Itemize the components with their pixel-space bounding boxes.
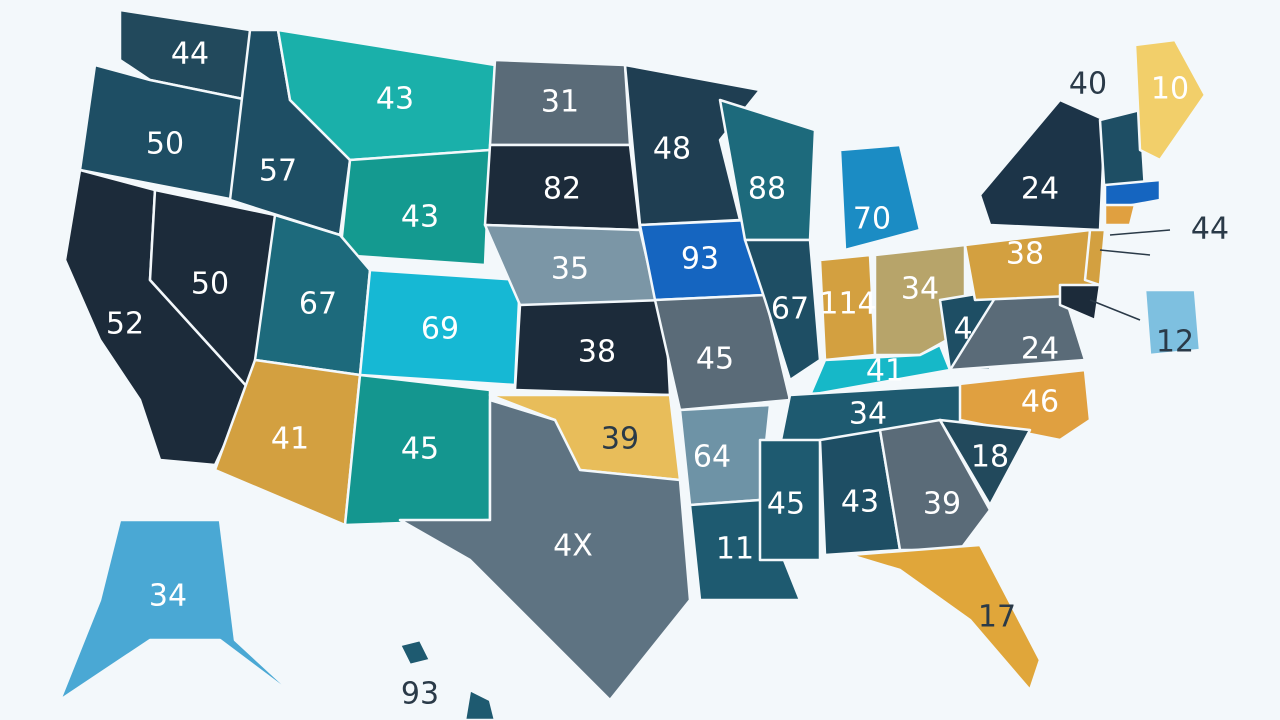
labels: 44 50 52 50 57 43 43 67 69 41 45 31 82 3… — [106, 37, 1229, 712]
region-label: 69 — [421, 312, 459, 347]
region-label: 4X — [553, 529, 593, 564]
hi-2 — [463, 688, 497, 720]
region-label: 67 — [299, 287, 337, 322]
callout-label: 44 — [1191, 212, 1229, 247]
region-label: 24 — [1021, 332, 1059, 367]
region-label: 10 — [1151, 72, 1189, 107]
region-label: 38 — [578, 335, 616, 370]
ct — [1103, 203, 1137, 227]
region-label: 4 — [953, 312, 972, 347]
mi — [838, 143, 922, 252]
region-label: 44 — [171, 37, 209, 72]
region-label: 50 — [191, 267, 229, 302]
callout-box — [1143, 288, 1202, 357]
region-label: 46 — [1021, 385, 1059, 420]
callout-line — [1099, 249, 1151, 256]
region-label: 11 — [716, 532, 754, 567]
hi — [398, 638, 432, 667]
region-label: 35 — [551, 252, 589, 287]
callout-line — [1089, 299, 1141, 321]
il — [743, 238, 822, 382]
region-label: 41 — [866, 354, 904, 389]
region-label: 82 — [543, 172, 581, 207]
region-label: 45 — [401, 432, 439, 467]
region-label: 40 — [1069, 67, 1107, 102]
region-label: 38 — [1006, 237, 1044, 272]
region-label: 31 — [541, 85, 579, 120]
region-label: 43 — [841, 485, 879, 520]
region-label: 39 — [601, 422, 639, 457]
fl — [848, 543, 1042, 692]
region-label: 93 — [681, 242, 719, 277]
region-label: 45 — [767, 487, 805, 522]
region-label: 50 — [146, 127, 184, 162]
region-label: 88 — [748, 172, 786, 207]
la — [688, 498, 802, 602]
region-label: 43 — [401, 200, 439, 235]
region-label: 17 — [978, 600, 1016, 635]
region-label: 18 — [971, 440, 1009, 475]
sc — [938, 418, 1032, 507]
region-label: 64 — [693, 440, 731, 475]
ma — [1103, 178, 1162, 212]
nj — [1083, 228, 1107, 287]
region-label: 34 — [901, 272, 939, 307]
wy — [338, 148, 492, 267]
region-label: 43 — [376, 82, 414, 117]
region-label: 39 — [923, 487, 961, 522]
region-label: 34 — [849, 397, 887, 432]
ky — [808, 343, 952, 397]
states — [58, 8, 1207, 720]
ny — [978, 98, 1107, 232]
tx — [398, 398, 692, 702]
region-label: 93 — [401, 677, 439, 712]
region-label: 45 — [696, 342, 734, 377]
ak — [58, 518, 302, 702]
region-label: 52 — [106, 307, 144, 342]
region-label: 70 — [853, 202, 891, 237]
region-label: 57 — [259, 154, 297, 189]
region-label: 24 — [1021, 172, 1059, 207]
callout-line — [1109, 229, 1171, 236]
region-label: 114 — [819, 287, 876, 322]
me — [1133, 38, 1207, 162]
oh — [873, 243, 967, 357]
md-de — [1058, 283, 1102, 322]
ga — [878, 418, 992, 552]
ms — [758, 438, 822, 562]
region-label: 41 — [271, 422, 309, 457]
callout-label: 12 — [1156, 325, 1194, 360]
region-label: 48 — [653, 132, 691, 167]
region-label: 67 — [771, 292, 809, 327]
region-label: 34 — [149, 579, 187, 614]
